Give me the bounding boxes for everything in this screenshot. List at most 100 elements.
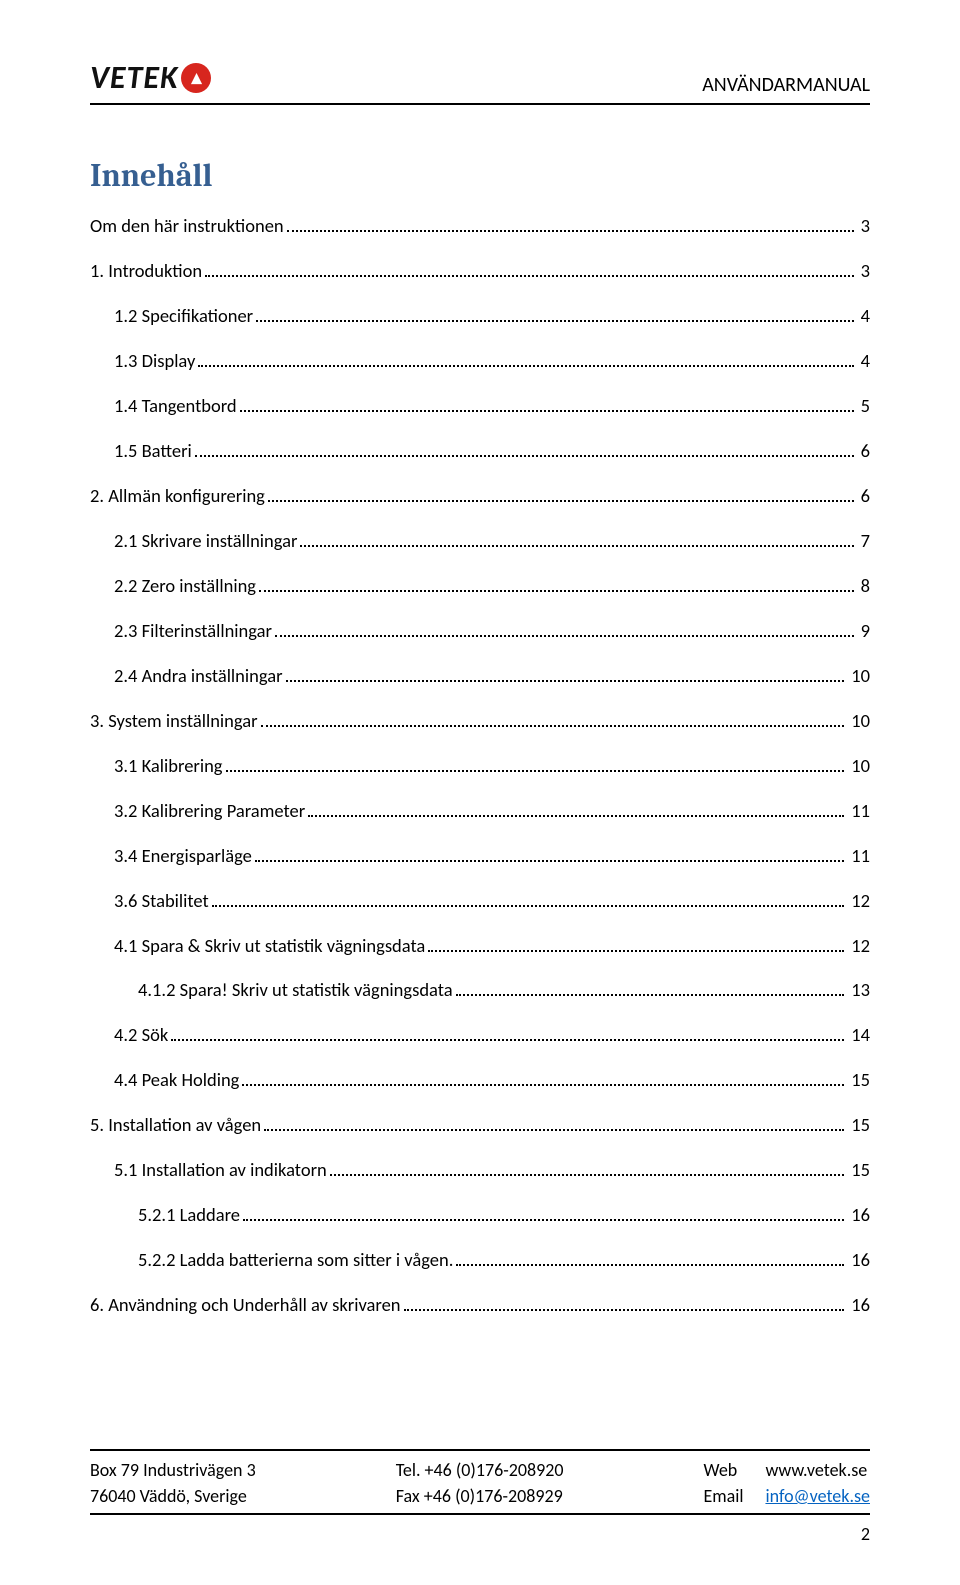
page-header: VETEK ▴ ANVÄNDARMANUAL	[90, 58, 870, 105]
logo-badge-icon: ▴	[181, 63, 211, 93]
toc-page-number: 12	[847, 889, 870, 914]
toc-leader-dots	[256, 307, 853, 322]
toc-label: 2.1 Skrivare inställningar	[114, 529, 297, 554]
toc-leader-dots	[171, 1027, 844, 1042]
web-label: Web	[703, 1457, 751, 1483]
toc-entry[interactable]: 6. Användning och Underhåll av skrivaren…	[90, 1293, 870, 1318]
toc-label: 1.2 Specifikationer	[114, 304, 253, 329]
toc-page-number: 14	[847, 1023, 870, 1048]
toc-page-number: 6	[857, 484, 870, 509]
toc-page-number: 6	[857, 439, 870, 464]
toc-entry[interactable]: 2.2 Zero inställning 8	[90, 574, 870, 599]
toc-page-number: 10	[847, 754, 870, 779]
toc-page-number: 5	[857, 394, 870, 419]
document-title: ANVÄNDARMANUAL	[702, 73, 870, 97]
toc-label: 2.4 Andra inställningar	[114, 664, 283, 689]
toc-page-number: 16	[847, 1293, 870, 1318]
toc-entry[interactable]: 4.1.2 Spara! Skriv ut statistik vägnings…	[90, 978, 870, 1003]
toc-entry[interactable]: 3.6 Stabilitet 12	[90, 889, 870, 914]
toc-leader-dots	[243, 1207, 844, 1222]
toc-page-number: 13	[847, 978, 870, 1003]
web-value: www.vetek.se	[765, 1457, 867, 1483]
toc-leader-dots	[308, 802, 844, 817]
page-footer: Box 79 Industrivägen 3 76040 Väddö, Sver…	[90, 1449, 870, 1545]
toc-label: 1.3 Display	[114, 349, 195, 374]
toc-page-number: 11	[847, 799, 870, 824]
footer-address: Box 79 Industrivägen 3 76040 Väddö, Sver…	[90, 1457, 256, 1509]
toc-leader-dots	[456, 1251, 844, 1266]
toc-entry[interactable]: 5. Installation av vågen 15	[90, 1113, 870, 1138]
toc-leader-dots	[226, 757, 845, 772]
toc-entry[interactable]: 5.1 Installation av indikatorn15	[90, 1158, 870, 1183]
toc-page-number: 10	[847, 664, 870, 689]
toc-label: 5.2.2 Ladda batterierna som sitter i våg…	[138, 1248, 453, 1273]
toc-label: 4.2 Sök	[114, 1023, 168, 1048]
toc-page-number: 9	[857, 619, 870, 644]
toc-leader-dots	[404, 1296, 845, 1311]
address-line-2: 76040 Väddö, Sverige	[90, 1483, 256, 1509]
toc-label: 2.3 Filterinställningar	[114, 619, 272, 644]
toc-entry[interactable]: 3.1 Kalibrering10	[90, 754, 870, 779]
toc-entry[interactable]: 4.1 Spara & Skriv ut statistik vägningsd…	[90, 934, 870, 959]
toc-entry[interactable]: 1.5 Batteri 6	[90, 439, 870, 464]
toc-label: 3.6 Stabilitet	[114, 889, 209, 914]
toc-label: 5. Installation av vågen	[90, 1113, 261, 1138]
toc-entry[interactable]: 4.4 Peak Holding15	[90, 1068, 870, 1093]
toc-heading: Innehåll	[90, 157, 870, 194]
toc-label: 3.2 Kalibrering Parameter	[114, 799, 305, 824]
toc-label: 5.1 Installation av indikatorn	[114, 1158, 327, 1183]
toc-entry[interactable]: 5.2.1 Laddare 16	[90, 1203, 870, 1228]
toc-page-number: 3	[857, 214, 870, 239]
toc-label: 1.5 Batteri	[114, 439, 192, 464]
toc-leader-dots	[261, 712, 845, 727]
toc-label: 2.2 Zero inställning	[114, 574, 256, 599]
toc-label: 6. Användning och Underhåll av skrivaren	[90, 1293, 401, 1318]
toc-label: 3.4 Energisparläge	[114, 844, 252, 869]
toc-entry[interactable]: 1.3 Display4	[90, 349, 870, 374]
footer-contact: Tel. +46 (0)176-208920 Fax +46 (0)176-20…	[396, 1457, 564, 1509]
toc-label: Om den här instruktionen	[90, 214, 284, 239]
toc-leader-dots	[242, 1072, 844, 1087]
toc-page-number: 3	[857, 259, 870, 284]
toc-label: 4.4 Peak Holding	[114, 1068, 239, 1093]
toc-entry[interactable]: 3.2 Kalibrering Parameter 11	[90, 799, 870, 824]
toc-label: 4.1.2 Spara! Skriv ut statistik vägnings…	[138, 978, 453, 1003]
toc-leader-dots	[275, 622, 854, 637]
toc-leader-dots	[456, 982, 845, 997]
toc-entry[interactable]: 1.4 Tangentbord5	[90, 394, 870, 419]
toc-entry[interactable]: 2.4 Andra inställningar 10	[90, 664, 870, 689]
toc-leader-dots	[255, 847, 844, 862]
email-label: Email	[703, 1483, 751, 1509]
address-line-1: Box 79 Industrivägen 3	[90, 1457, 256, 1483]
table-of-contents: Om den här instruktionen31. Introduktion…	[90, 214, 870, 1318]
page-number: 2	[90, 1523, 870, 1545]
fax: Fax +46 (0)176-208929	[396, 1483, 564, 1509]
logo: VETEK ▴	[90, 58, 211, 97]
toc-entry[interactable]: 3.4 Energisparläge11	[90, 844, 870, 869]
toc-leader-dots	[212, 892, 845, 907]
toc-entry[interactable]: 4.2 Sök 14	[90, 1023, 870, 1048]
toc-entry[interactable]: 2. Allmän konfigurering6	[90, 484, 870, 509]
toc-label: 1. Introduktion	[90, 259, 202, 284]
toc-leader-dots	[286, 667, 845, 682]
toc-leader-dots	[240, 397, 854, 412]
toc-entry[interactable]: 5.2.2 Ladda batterierna som sitter i våg…	[90, 1248, 870, 1273]
toc-entry[interactable]: 2.1 Skrivare inställningar7	[90, 529, 870, 554]
toc-page-number: 8	[857, 574, 870, 599]
toc-entry[interactable]: 1.2 Specifikationer 4	[90, 304, 870, 329]
toc-page-number: 16	[847, 1203, 870, 1228]
toc-entry[interactable]: 1. Introduktion 3	[90, 259, 870, 284]
toc-label: 3. System inställningar	[90, 709, 258, 734]
toc-page-number: 15	[847, 1113, 870, 1138]
toc-leader-dots	[259, 577, 854, 592]
toc-entry[interactable]: Om den här instruktionen 3	[90, 214, 870, 239]
toc-entry[interactable]: 2.3 Filterinställningar 9	[90, 619, 870, 644]
toc-leader-dots	[195, 442, 854, 457]
toc-leader-dots	[300, 532, 853, 547]
toc-entry[interactable]: 3. System inställningar10	[90, 709, 870, 734]
toc-page-number: 4	[857, 304, 870, 329]
toc-leader-dots	[287, 217, 854, 232]
toc-leader-dots	[264, 1117, 844, 1132]
email-link[interactable]: info@vetek.se	[765, 1483, 870, 1509]
toc-label: 5.2.1 Laddare	[138, 1203, 240, 1228]
